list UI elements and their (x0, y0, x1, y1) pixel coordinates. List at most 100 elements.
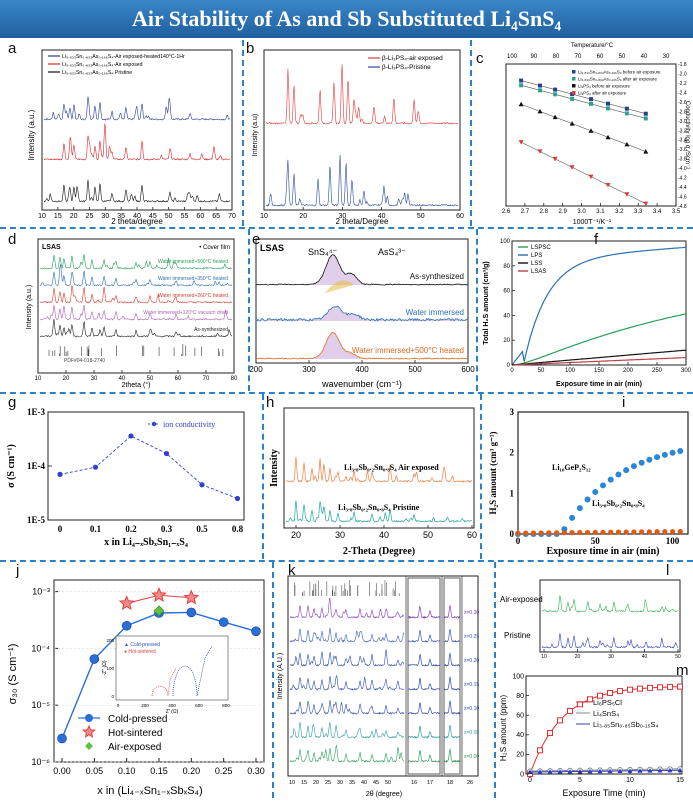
panel-a-xlabel: 2 theta/degree (111, 217, 163, 226)
panel-a-x-tick-label: 45 (149, 213, 157, 220)
panel-m-point (647, 768, 653, 773)
panel-j-inset-legend-cold: ▲ Cold-pressed (124, 642, 160, 648)
panel-j-inset-legend-hot: ● Hot-sintered (124, 649, 156, 655)
panel-b-x-tick-label: 60 (456, 213, 464, 220)
col-separator-kl (494, 562, 496, 798)
panel-f-legend-entry: LSPSC (531, 245, 551, 251)
panel-i-series2-point (577, 529, 583, 536)
panel-c-point (552, 114, 558, 120)
panel-d-trace (39, 285, 233, 304)
panel-g-point (92, 464, 99, 470)
panel-i-series2-point (546, 530, 552, 536)
panel-c-legend-swatch (572, 77, 576, 81)
panel-f-series-LPS (511, 246, 687, 366)
panel-c-point (553, 92, 558, 97)
panel-c-top-tick-label: 100 (507, 54, 518, 60)
panel-c-point (519, 83, 524, 88)
panel-l-label: l (666, 562, 670, 579)
panel-k-x-tick-label: 17 (427, 780, 433, 786)
panel-c-point (569, 121, 575, 126)
panel-c-point (643, 111, 648, 116)
panel-g-xlabel: x in Li₄₋ₓSbₓSn₁₋ₓS₄ (104, 537, 188, 548)
panel-l-trace-air: Air-exposed (500, 595, 543, 604)
panel-k-trace (289, 744, 404, 763)
panel-d-trace-label: Water immersed+500°C heated (158, 259, 228, 265)
panel-k-zoom-box-1 (407, 577, 441, 775)
panel-k-zoom-trace-1 (407, 749, 441, 763)
panel-k-zoom-trace-2 (443, 629, 461, 643)
panel-m-y-tick-label: 40 (516, 732, 524, 739)
panel-d-tag: LSAS (42, 244, 61, 251)
panel-i-series2-point (631, 529, 637, 535)
panel-m-point (677, 683, 683, 690)
panel-c-x-tick-label: 2.7 (521, 209, 530, 215)
panel-k-series-label: x=0.20 (464, 658, 479, 664)
panel-e-trace (255, 331, 469, 360)
panel-c-point (538, 83, 542, 88)
panel-f-y-tick-label: 60 (503, 289, 510, 295)
panel-c-y-tick-label: -2.0 (678, 71, 687, 77)
panel-h: h 20 30 40 50 60 Li₃.₈Sb₀.₂Sn₀.₈S₄ Air expos… (264, 394, 479, 559)
panel-a-x-tick-label: 55 (181, 213, 189, 220)
panel-d-ylabel: Intensity (a.u.) (26, 285, 33, 329)
panel-m-point (627, 768, 633, 773)
panel-i-series1-point (654, 454, 661, 461)
panel-j-legend-swatch-cold (85, 714, 93, 722)
panel-i-plot: 0 50 100 0 1 2 3 Li₁₀GeP₂S₁₂ Li₃.₈Sb₀.₂Sn₀.₈S… (488, 407, 689, 557)
panel-d-cover: • Cover film (199, 245, 230, 251)
panel-c-point (537, 149, 543, 154)
panel-l-trace-pristine: Pristine (504, 631, 531, 640)
panel-b-x-tick-label: 20 (299, 213, 307, 220)
panel-c-point (519, 78, 524, 83)
panel-j-cold-point (218, 617, 229, 627)
panel-k-zoom-trace-1 (407, 605, 441, 620)
panel-m-point (617, 688, 623, 695)
panel-c-legend-entry: Li₃PS₄ before air exposure (578, 84, 630, 89)
panel-h-x-tick-label: 60 (467, 530, 477, 540)
panel-f-y-tick-label: 100 (500, 239, 511, 245)
figure-title: Air Stability of As and Sb Substituted L… (0, 0, 693, 38)
panel-e-annot1: SnS₄⁴⁻ (308, 247, 338, 257)
panel-c-legend-entry: Li₃.₈₃₃Sn₀.₈₃₃As₀.₁₆₆S₄ after air exposu… (578, 77, 657, 82)
panel-i-series1-point (615, 471, 622, 478)
panel-d-x-tick-label: 10 (35, 376, 42, 382)
col-separator-de (248, 229, 250, 391)
panel-e-x-tick-label: 300 (302, 365, 316, 374)
panel-c-point (518, 101, 524, 107)
panel-k: k 10 15 20 25 30 35 40 45 50 16 17 18 26 x=0.30 x=0.2… (274, 562, 493, 800)
panel-k-zoom-trace-2 (443, 676, 461, 691)
panel-c-point (589, 97, 593, 102)
panel-k-zoom-trace-1 (407, 653, 441, 667)
panel-m-point (637, 768, 643, 773)
panel-m-line (529, 768, 680, 772)
panel-e-x-tick-label: 200 (250, 365, 263, 374)
panel-k-zoom-trace-2 (443, 724, 461, 739)
panel-g-x-tick-label: 0.8 (232, 524, 244, 534)
panel-f-ylabel: Total H₂S amount (cm³/g) (483, 261, 490, 344)
panel-m-point (617, 768, 623, 773)
panel-e-trace (255, 305, 469, 322)
panel-m-y-tick-label: 0 (520, 771, 524, 778)
panel-m-line (529, 686, 681, 775)
panel-g-line (59, 435, 238, 499)
panel-c-point (624, 141, 630, 147)
panel-l-x-tick-label: 30 (608, 654, 614, 660)
col-separator-hi (480, 394, 482, 559)
panel-m: m 0 5 10 15 100 80 60 40 20 0 Li₆PS₅Cl Li₄SnS₄ Li₃… (496, 662, 693, 800)
panel-i-series2-point (554, 530, 560, 536)
panel-j-inset-x-tick: 600 (195, 703, 203, 708)
panel-i-series1-point (584, 496, 591, 503)
panel-c-y-tick-label: -2.6 (678, 100, 687, 106)
panel-i-series1-point (638, 459, 645, 466)
panel-m-legend-entry: Li₃.₈₅Sn₀.₈₅Sb₀.₁₅S₄ (593, 720, 659, 729)
panel-k-trace (289, 675, 405, 691)
row-separator-1 (0, 227, 693, 229)
panel-c-y-tick-label: -4.6 (678, 195, 687, 201)
panel-j-legend-swatch-hot (82, 724, 96, 738)
panel-m-ylabel: H₂S amount (ppm) (499, 695, 508, 762)
panel-g-point (199, 482, 205, 488)
panel-h-x-tick-label: 30 (335, 530, 345, 540)
panel-h-trace-pristine: Li₃.₈Sb₀.₂Sn₀.₈S₄ Pristine (338, 503, 420, 512)
panel-c-y-tick-label: -3.8 (678, 157, 687, 163)
